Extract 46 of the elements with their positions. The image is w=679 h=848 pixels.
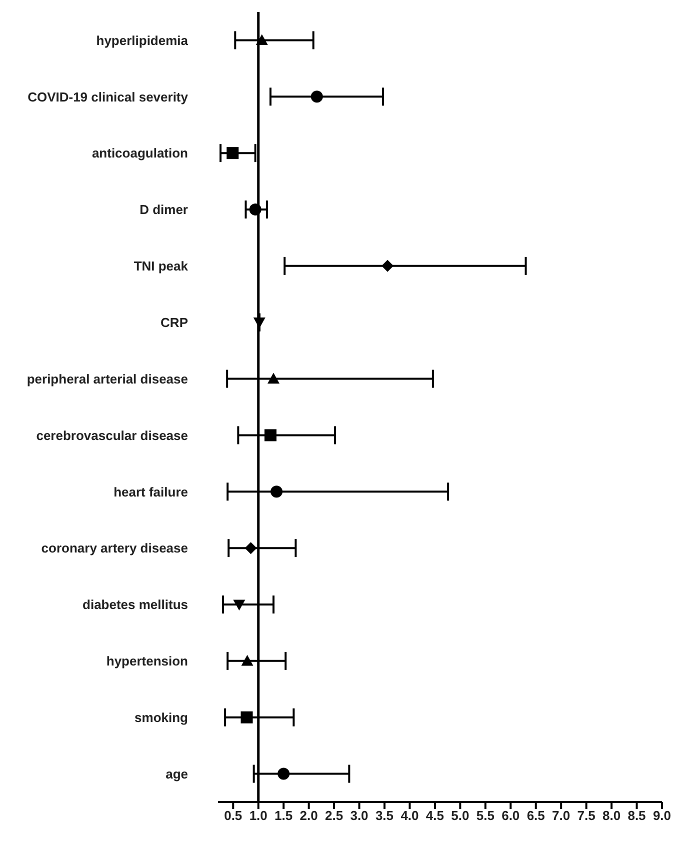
point [310,90,323,103]
x-tick-label: 1.0 [249,808,268,824]
point [253,318,266,328]
y-tick-label: anticoagulation [92,146,188,161]
x-tick-label: 3.0 [350,808,368,824]
x-tick-label: 6.5 [526,808,545,824]
x-tick-label: 4.5 [426,808,444,824]
x-tick-label: 5.0 [451,808,470,824]
point [240,711,253,724]
y-tick-label: smoking [134,710,188,725]
y-tick-label: age [166,766,188,782]
x-tick-label: 4.0 [400,808,419,824]
x-tick-label: 2.5 [325,808,344,824]
point [382,260,394,272]
x-tick-label: 5.5 [476,808,494,824]
x-tick-label: 8.5 [628,808,646,824]
y-tick-label: hypertension [106,654,188,669]
point [264,429,276,442]
x-tick-label: 1.5 [274,808,293,824]
y-tick-label: CRP [160,314,188,330]
y-tick-label: coronary artery disease [41,540,188,556]
x-tick-label: 3.5 [375,808,394,824]
y-tick-label: TNI peak [134,258,189,274]
point [278,768,290,780]
x-tick-label: 7.5 [577,808,596,824]
y-tick-label: hyperlipidemia [96,32,189,48]
point [226,147,239,160]
x-tick-label: 7.0 [552,808,570,824]
x-tick-label: 2.0 [300,808,318,824]
y-tick-label: peripheral arterial disease [26,371,188,386]
point [244,542,257,554]
point [249,204,262,216]
y-tick-label: COVID-19 clinical severity [28,89,189,104]
point [268,372,280,384]
point [270,486,283,498]
y-tick-label: D dimer [140,202,188,218]
x-tick-label: 6.0 [502,808,520,824]
x-tick-label: 9.0 [652,808,672,824]
y-tick-label: cerebrovascular disease [36,428,188,443]
point [241,654,254,666]
point [256,34,268,46]
x-tick-label: 0.5 [224,808,242,824]
x-tick-label: 8.0 [602,808,621,824]
y-tick-label: heart failure [114,484,188,500]
y-tick-label: diabetes mellitus [82,597,188,612]
point [233,600,246,610]
